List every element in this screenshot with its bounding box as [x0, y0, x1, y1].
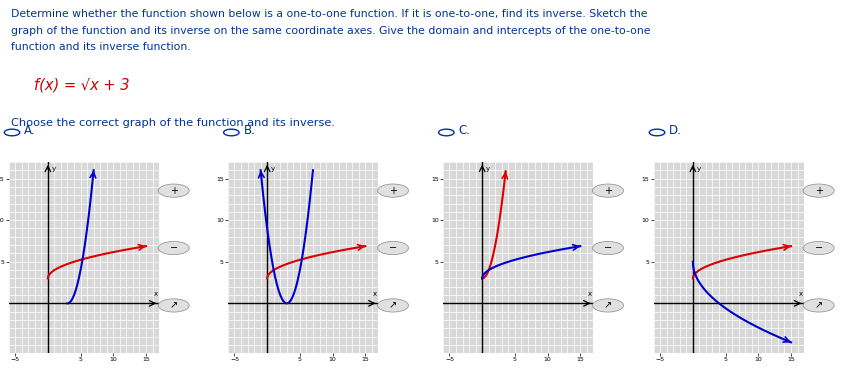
Text: B.: B. — [243, 124, 255, 137]
Text: f(x) = √x + 3: f(x) = √x + 3 — [34, 77, 130, 92]
Text: ↗: ↗ — [814, 300, 823, 311]
Text: Determine whether the function shown below is a one-to-one function. If it is on: Determine whether the function shown bel… — [11, 9, 648, 19]
Text: −: − — [604, 243, 612, 253]
Text: C.: C. — [458, 124, 470, 137]
Text: x: x — [799, 291, 803, 297]
Text: A.: A. — [24, 124, 35, 137]
Text: +: + — [604, 185, 612, 196]
Text: −: − — [169, 243, 178, 253]
Text: +: + — [389, 185, 397, 196]
Text: x: x — [373, 291, 378, 297]
Text: D.: D. — [669, 124, 682, 137]
Text: graph of the function and its inverse on the same coordinate axes. Give the doma: graph of the function and its inverse on… — [11, 26, 651, 36]
Text: x: x — [588, 291, 593, 297]
Text: ↗: ↗ — [389, 300, 397, 311]
Text: x: x — [154, 291, 158, 297]
Text: +: + — [169, 185, 178, 196]
Text: −: − — [814, 243, 823, 253]
Text: function and its inverse function.: function and its inverse function. — [11, 42, 191, 52]
Text: +: + — [814, 185, 823, 196]
Text: ↗: ↗ — [604, 300, 612, 311]
Text: y: y — [697, 166, 701, 171]
Text: y: y — [271, 166, 275, 171]
Text: ↗: ↗ — [169, 300, 178, 311]
Text: Choose the correct graph of the function and its inverse.: Choose the correct graph of the function… — [11, 118, 335, 128]
Text: −: − — [389, 243, 397, 253]
Text: y: y — [486, 166, 490, 171]
Text: y: y — [52, 166, 56, 171]
